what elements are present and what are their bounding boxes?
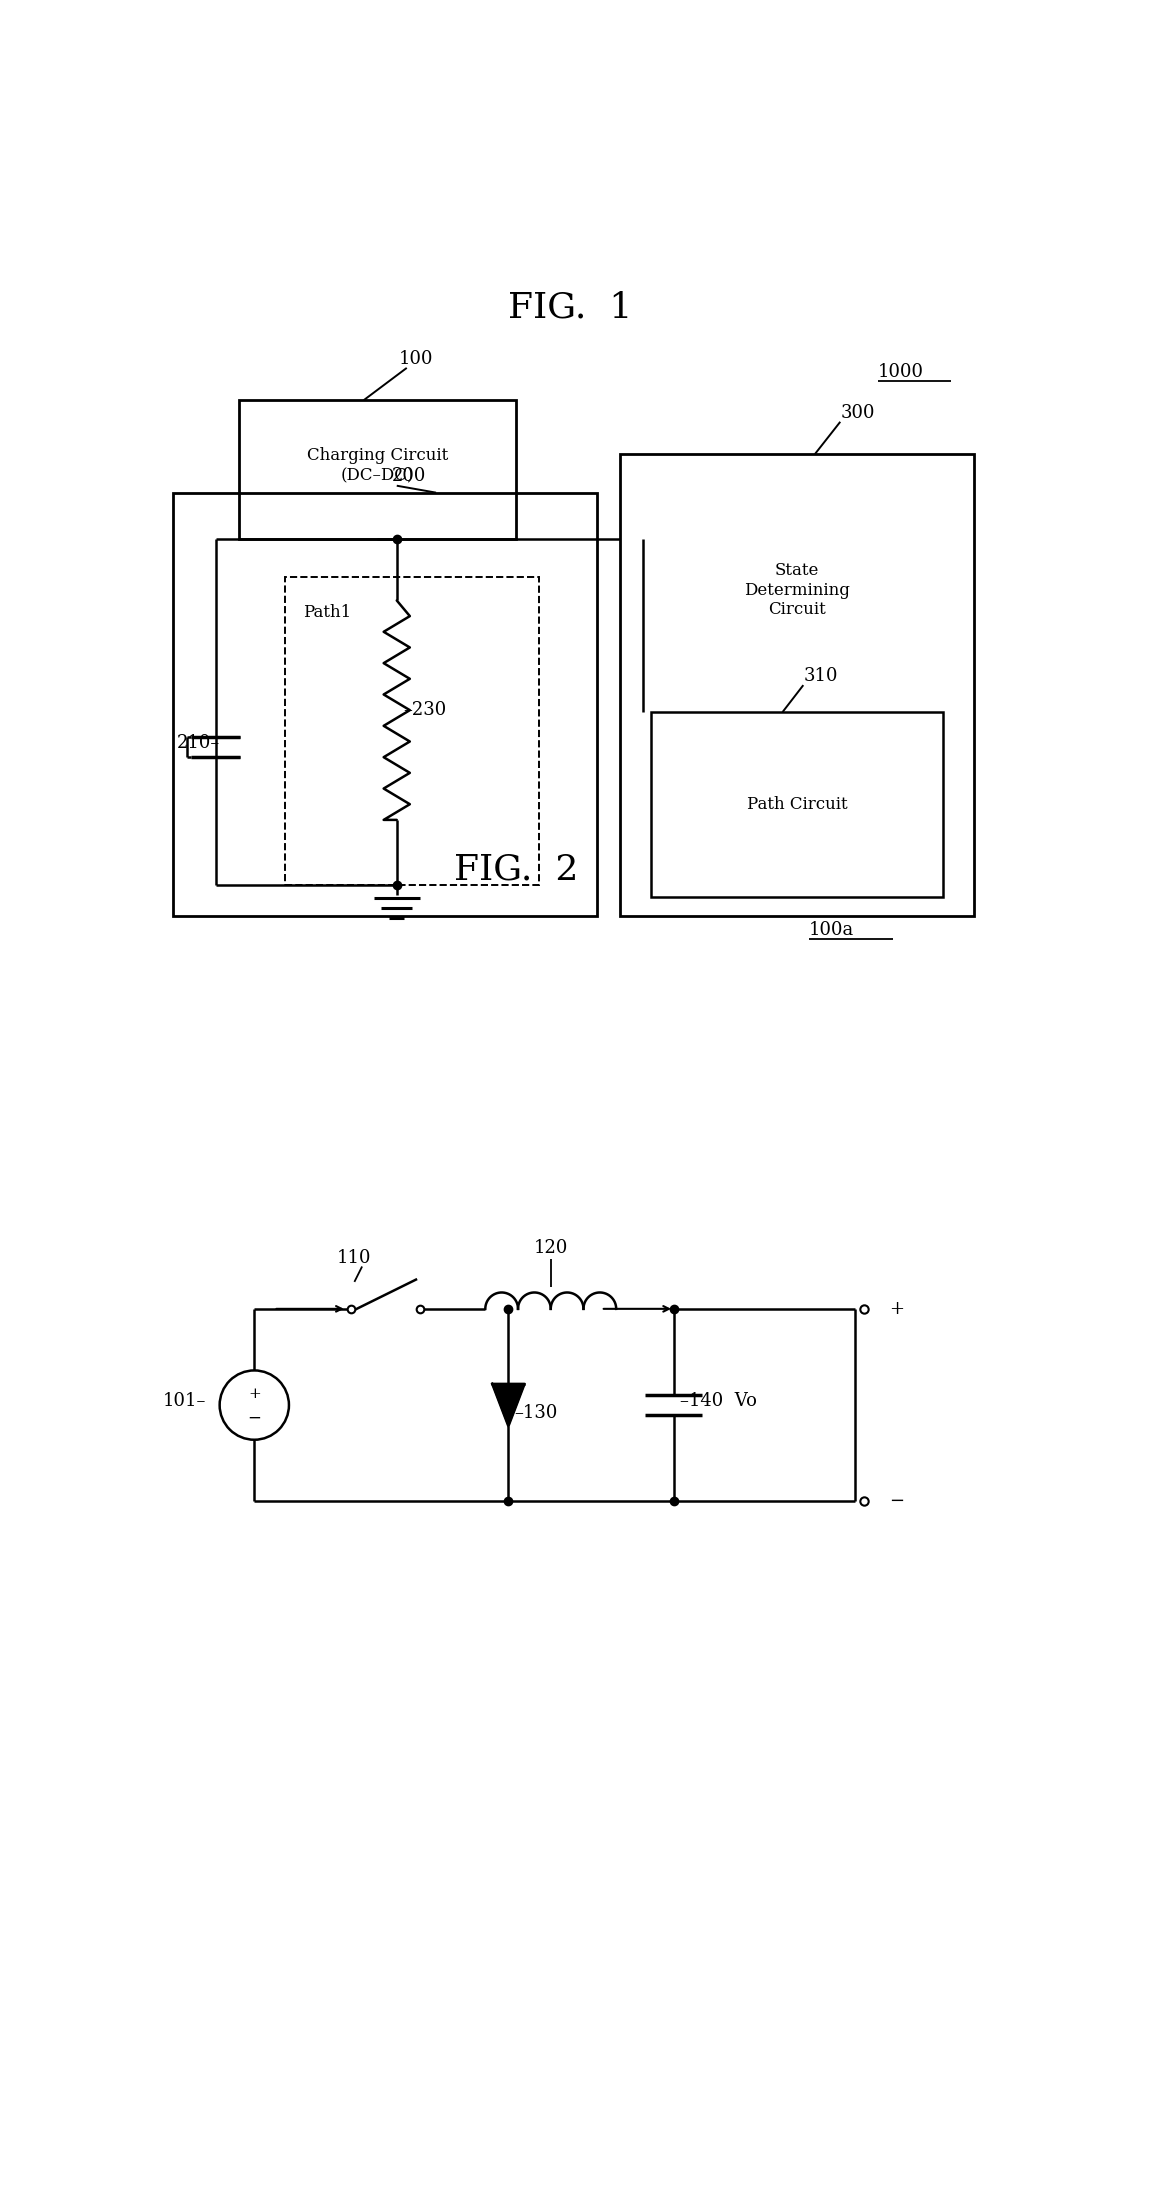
Text: 110: 110	[337, 1249, 371, 1266]
Text: 1000: 1000	[878, 364, 924, 382]
Text: 200: 200	[392, 468, 426, 485]
Text: 101–: 101–	[163, 1392, 207, 1410]
Text: 310: 310	[803, 666, 838, 686]
Text: Path1: Path1	[303, 604, 352, 622]
Text: 120: 120	[533, 1240, 568, 1257]
Text: −: −	[247, 1410, 261, 1427]
Bar	[650, 713, 943, 898]
Text: +: +	[248, 1388, 261, 1401]
Bar	[173, 492, 597, 915]
Text: 210–: 210–	[177, 735, 221, 752]
Text: 100: 100	[399, 351, 433, 368]
Text: Path Circuit: Path Circuit	[747, 796, 848, 814]
Bar	[620, 454, 974, 915]
Text: −: −	[889, 1491, 904, 1511]
Polygon shape	[492, 1383, 525, 1427]
Text: –230: –230	[403, 702, 446, 719]
Text: –130: –130	[515, 1403, 558, 1423]
Text: +: +	[889, 1299, 904, 1317]
Text: FIG.  2: FIG. 2	[454, 854, 578, 887]
Bar	[239, 399, 516, 538]
Text: Charging Circuit
(DC–DC): Charging Circuit (DC–DC)	[307, 448, 448, 483]
Text: 300: 300	[840, 404, 874, 421]
Bar	[285, 578, 539, 885]
Text: –140  Vo: –140 Vo	[680, 1392, 757, 1410]
Text: State
Determining
Circuit: State Determining Circuit	[745, 563, 850, 618]
Text: 100a: 100a	[809, 922, 854, 940]
Text: FIG.  1: FIG. 1	[508, 291, 632, 324]
